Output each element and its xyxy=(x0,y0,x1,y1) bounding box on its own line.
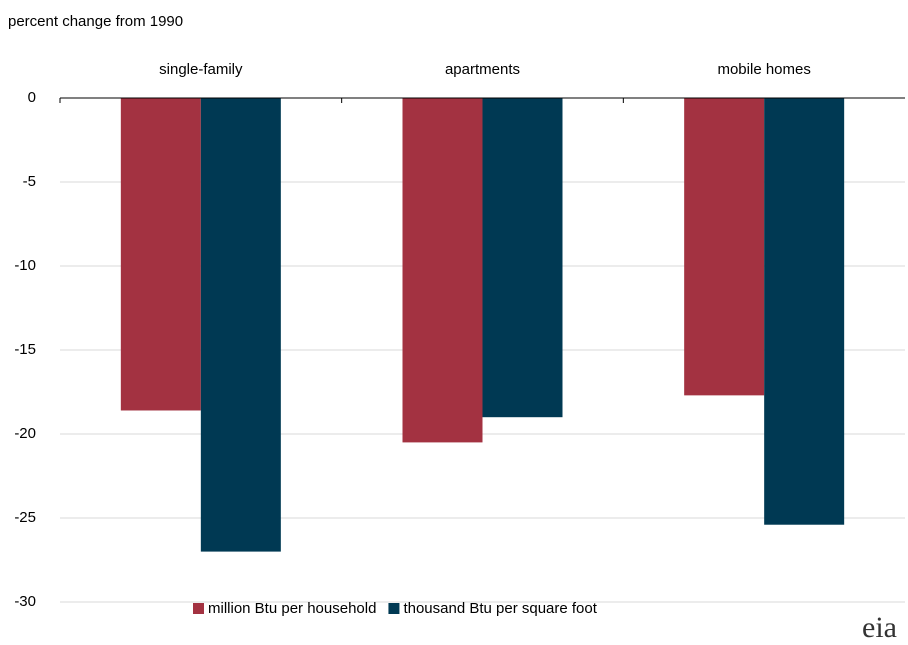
category-label: apartments xyxy=(445,61,520,78)
y-tick-label: -25 xyxy=(14,509,36,526)
category-label: mobile homes xyxy=(717,61,810,78)
logo: eia xyxy=(862,611,897,644)
y-tick-label: -15 xyxy=(14,341,36,358)
category-label: single-family xyxy=(159,61,243,78)
bar xyxy=(684,98,765,396)
y-tick-label: 0 xyxy=(28,89,36,106)
legend-swatch xyxy=(388,603,400,614)
legend-swatch xyxy=(193,603,204,614)
legend-label: million Btu per household xyxy=(208,600,376,617)
y-tick-label: -5 xyxy=(23,173,36,190)
bar xyxy=(764,98,845,525)
y-tick-label: -30 xyxy=(14,593,36,610)
bar xyxy=(482,98,563,418)
bar xyxy=(402,98,483,443)
y-tick-label: -10 xyxy=(14,257,36,274)
y-tick-label: -20 xyxy=(14,425,36,442)
bar xyxy=(200,98,281,552)
y-axis-label: percent change from 1990 xyxy=(8,13,183,30)
bar xyxy=(120,98,201,411)
legend-label: thousand Btu per square foot xyxy=(403,600,597,617)
